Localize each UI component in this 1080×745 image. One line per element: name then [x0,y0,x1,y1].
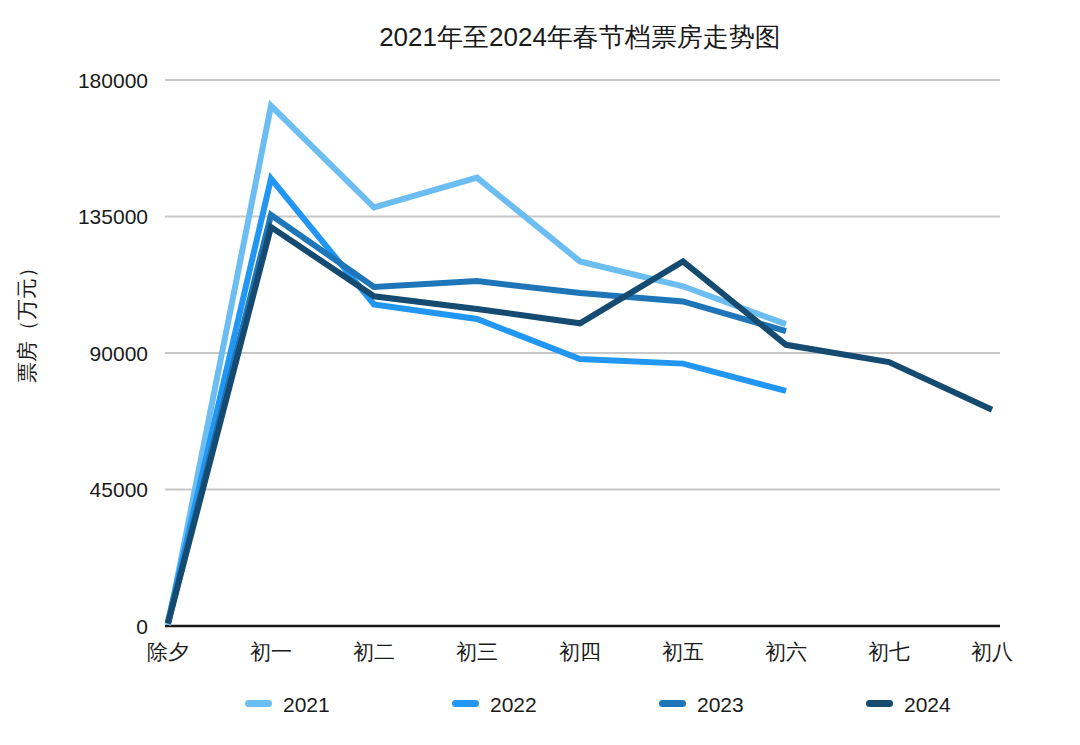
legend: 2021 2022 2023 2024 [245,693,951,716]
series-lines [168,106,992,625]
y-tick-label: 135000 [78,205,148,228]
line-chart: 2021年至2024年春节档票房走势图 票房（万元） 0 45000 90000 13… [0,0,1080,745]
legend-label-2021: 2021 [283,693,330,716]
legend-swatch-2021 [245,700,272,707]
legend-swatch-2024 [866,700,893,707]
y-axis-tick-labels: 0 45000 90000 135000 180000 [78,69,148,638]
legend-label-2024: 2024 [904,693,951,716]
x-tick-label: 初一 [250,640,292,663]
x-tick-label: 初六 [765,640,807,663]
y-tick-label: 45000 [90,478,148,501]
y-axis-title: 票房（万元） [15,257,38,383]
legend-label-2023: 2023 [697,693,744,716]
y-tick-label: 0 [136,615,148,638]
x-tick-label: 除夕 [147,640,189,663]
y-tick-label: 180000 [78,69,148,92]
x-tick-label: 初七 [868,640,910,663]
x-tick-label: 初三 [456,640,498,663]
x-tick-label: 初四 [559,640,601,663]
legend-label-2022: 2022 [490,693,537,716]
series-line-2024 [168,227,992,623]
x-axis-tick-labels: 除夕 初一 初二 初三 初四 初五 初六 初七 初八 [147,640,1013,663]
x-tick-label: 初五 [662,640,704,663]
chart-title: 2021年至2024年春节档票房走势图 [379,22,781,52]
x-tick-label: 初二 [353,640,395,663]
x-tick-label: 初八 [971,640,1013,663]
legend-swatch-2022 [452,700,479,707]
box-office-trend-figure: 2021年至2024年春节档票房走势图 票房（万元） 0 45000 90000 13… [0,0,1080,745]
gridlines [165,80,1000,490]
y-tick-label: 90000 [90,342,148,365]
legend-swatch-2023 [659,700,686,707]
